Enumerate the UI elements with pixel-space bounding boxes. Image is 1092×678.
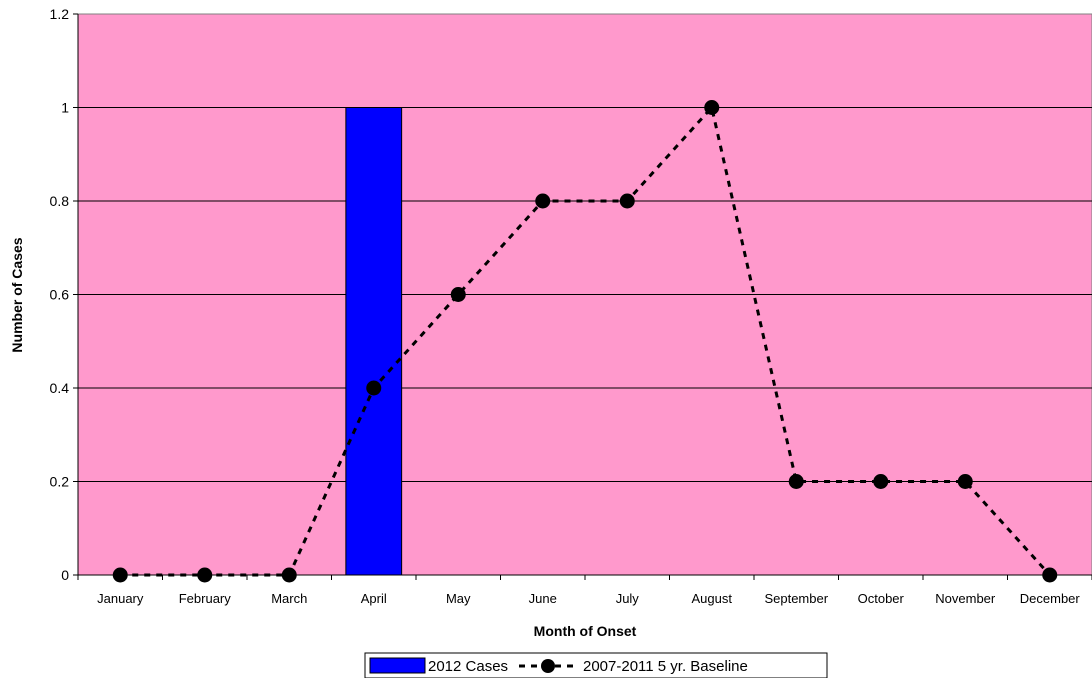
baseline-point-november: [957, 474, 973, 489]
x-tick-label: April: [361, 591, 387, 606]
y-axis-title: Number of Cases: [9, 237, 25, 352]
x-axis: January February March April May June July Augu…: [77, 574, 1092, 606]
x-tick-label: January: [97, 591, 144, 606]
y-tick-label: 0: [61, 567, 69, 583]
y-axis: 0 0.2 0.4 0.6 0.8 1 1.2: [50, 6, 79, 583]
bar-2012-cases-april: [345, 107, 403, 576]
x-tick-label: June: [529, 591, 557, 606]
y-tick-label: 0.4: [50, 380, 70, 396]
baseline-point-july: [619, 193, 635, 209]
legend: 2012 Cases 2007-2011 5 yr. Baseline: [364, 652, 828, 678]
baseline-point-april: [366, 380, 382, 396]
x-tick-label: July: [616, 591, 640, 606]
legend-swatch-2012-cases: [369, 657, 426, 674]
x-tick-label: February: [179, 591, 232, 606]
y-tick-label: 0.8: [50, 193, 70, 209]
x-tick-label: September: [764, 591, 828, 606]
legend-swatch-baseline-marker: [541, 659, 555, 673]
x-tick-label: May: [446, 591, 471, 606]
x-tick-label: December: [1020, 591, 1081, 606]
baseline-point-august: [704, 100, 720, 115]
bar-series: [345, 107, 403, 576]
baseline-point-may: [450, 287, 466, 302]
baseline-point-october: [873, 474, 889, 489]
y-tick-label: 1.2: [50, 6, 70, 22]
y-tick-label: 1: [61, 100, 69, 116]
y-tick-label: 0.6: [50, 287, 70, 303]
legend-box: [364, 652, 828, 678]
x-tick-label: March: [271, 591, 307, 606]
legend-label-2012-cases: 2012 Cases: [428, 658, 508, 675]
baseline-point-september: [788, 474, 804, 489]
x-axis-title: Month of Onset: [534, 623, 637, 639]
gridlines: [78, 107, 1092, 482]
x-tick-label: October: [858, 591, 905, 606]
x-tick-label: November: [935, 591, 996, 606]
baseline-point-june: [535, 193, 551, 209]
legend-label-baseline: 2007-2011 5 yr. Baseline: [583, 658, 748, 675]
x-tick-label: August: [692, 591, 733, 606]
y-tick-label: 0.2: [50, 474, 70, 490]
